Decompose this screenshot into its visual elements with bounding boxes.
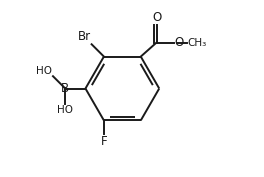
Text: Br: Br bbox=[78, 30, 91, 43]
Text: F: F bbox=[101, 135, 107, 148]
Text: HO: HO bbox=[36, 66, 52, 76]
Text: O: O bbox=[175, 36, 184, 49]
Text: B: B bbox=[61, 82, 69, 95]
Text: HO: HO bbox=[57, 105, 73, 115]
Text: CH₃: CH₃ bbox=[188, 38, 207, 47]
Text: O: O bbox=[152, 11, 161, 24]
